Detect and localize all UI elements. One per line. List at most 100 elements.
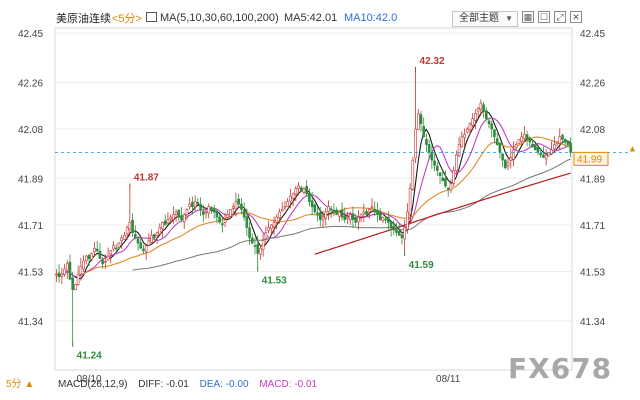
candle-body xyxy=(460,136,464,147)
x-tick-label: 08/10 xyxy=(76,374,101,385)
grid-icon[interactable]: ▦ xyxy=(522,11,534,23)
candle-body xyxy=(406,211,409,230)
y-axis-left: 42.45 42.26 42.08 41.89 41.71 41.53 41.34 xyxy=(18,29,43,328)
candle-body xyxy=(294,188,298,195)
timeframe-select[interactable]: 5分 ▲ xyxy=(6,379,35,390)
timeframe-label[interactable]: <5分> xyxy=(112,13,142,25)
candle-body xyxy=(490,123,494,130)
candle-body xyxy=(231,206,235,209)
candle-body xyxy=(172,214,175,220)
candle-body xyxy=(104,260,107,263)
up-arrow-icon: ▲ xyxy=(628,143,637,153)
candle-body xyxy=(520,136,523,142)
candle-body xyxy=(63,268,66,275)
checkbox-icon[interactable]: ☐ xyxy=(538,11,550,23)
candle-body xyxy=(123,234,126,240)
macd-indicator: MACD(26,12,9) DIFF: -0.01 DEA: -0.00 MAC… xyxy=(58,379,325,390)
candle-body xyxy=(392,225,396,231)
candle-body xyxy=(139,242,143,249)
annotation-label: 41.59 xyxy=(409,260,434,271)
candle-body xyxy=(381,216,385,221)
current-price-line: 41.99 ▲ xyxy=(55,143,637,166)
annotation-label: 41.53 xyxy=(262,276,287,287)
candle-body xyxy=(547,152,551,157)
candle-body xyxy=(387,216,390,223)
candle-body xyxy=(221,223,224,226)
annotation-label: 41.24 xyxy=(77,351,102,362)
candle-body xyxy=(351,213,355,221)
annotations: 41.24 41.87 41.53 42.32 41.59 xyxy=(72,56,445,362)
topic-select[interactable]: 全部主题 ▼ xyxy=(452,11,518,27)
candle-body xyxy=(501,153,504,161)
candle-body xyxy=(226,214,230,218)
current-price-label: 41.99 xyxy=(577,154,602,165)
candle-body xyxy=(112,245,115,250)
candle-body xyxy=(455,154,458,171)
candle-body xyxy=(163,220,167,226)
candle-body xyxy=(416,113,420,130)
candle-body xyxy=(373,208,377,213)
candle-body xyxy=(479,102,483,110)
candle-body xyxy=(245,216,249,228)
candle-body xyxy=(114,247,118,250)
candle-body xyxy=(95,248,99,252)
candle-body xyxy=(264,232,268,240)
candle-body xyxy=(182,214,186,223)
candle-body xyxy=(463,133,466,138)
watermark: FX678 xyxy=(508,352,613,385)
candle-body xyxy=(191,201,194,208)
candle-body xyxy=(566,141,570,145)
candle-body xyxy=(98,250,102,259)
candle-body xyxy=(324,211,328,219)
candle-body xyxy=(542,154,545,158)
moving-average-lines xyxy=(56,110,571,280)
candle-body xyxy=(259,247,262,255)
candle-body xyxy=(378,212,382,221)
fullscreen-icon[interactable]: ⤢ xyxy=(554,11,566,23)
candle-body xyxy=(215,211,219,218)
candle-body xyxy=(436,165,439,171)
candle-body xyxy=(237,198,240,205)
candle-body xyxy=(498,142,502,153)
candle-body xyxy=(286,201,289,207)
candle-body xyxy=(150,234,153,243)
candle-body xyxy=(250,237,254,244)
candle-body xyxy=(539,153,543,156)
candle-body xyxy=(558,136,562,144)
candle-body xyxy=(487,120,491,125)
candle-body xyxy=(275,216,279,223)
candle-body xyxy=(397,231,401,236)
candle-body xyxy=(517,139,521,144)
candle-body xyxy=(354,217,357,223)
y-tick-label-left: 41.89 xyxy=(18,174,43,185)
symbol-name: 美原油连续 xyxy=(56,13,111,25)
candle-body xyxy=(280,209,284,212)
y-tick-label-right: 41.34 xyxy=(580,317,605,328)
candle-body xyxy=(457,144,461,157)
candle-body xyxy=(525,134,529,140)
candle-body xyxy=(395,229,398,233)
candle-body xyxy=(332,209,336,213)
candle-body xyxy=(430,151,434,161)
candle-body xyxy=(514,144,518,148)
candle-body xyxy=(327,206,330,212)
candle-body xyxy=(343,216,347,221)
candle-body xyxy=(128,222,132,230)
candle-body xyxy=(74,284,77,290)
candle-body xyxy=(389,221,393,228)
candle-body xyxy=(185,209,189,216)
y-tick-label-left: 42.45 xyxy=(18,29,43,40)
close-icon[interactable]: ✕ xyxy=(570,11,582,23)
candle-body xyxy=(446,188,450,190)
ma-line-ma10 xyxy=(56,117,571,277)
candles xyxy=(55,66,572,347)
ma-icon[interactable] xyxy=(146,12,157,22)
candle-body xyxy=(370,206,374,209)
candle-body xyxy=(71,277,74,290)
candle-body xyxy=(201,211,205,215)
macd-diff: DIFF: -0.01 xyxy=(138,379,189,390)
candle-body xyxy=(133,234,137,239)
y-tick-label-right: 42.08 xyxy=(580,125,605,136)
candle-body xyxy=(414,128,417,159)
